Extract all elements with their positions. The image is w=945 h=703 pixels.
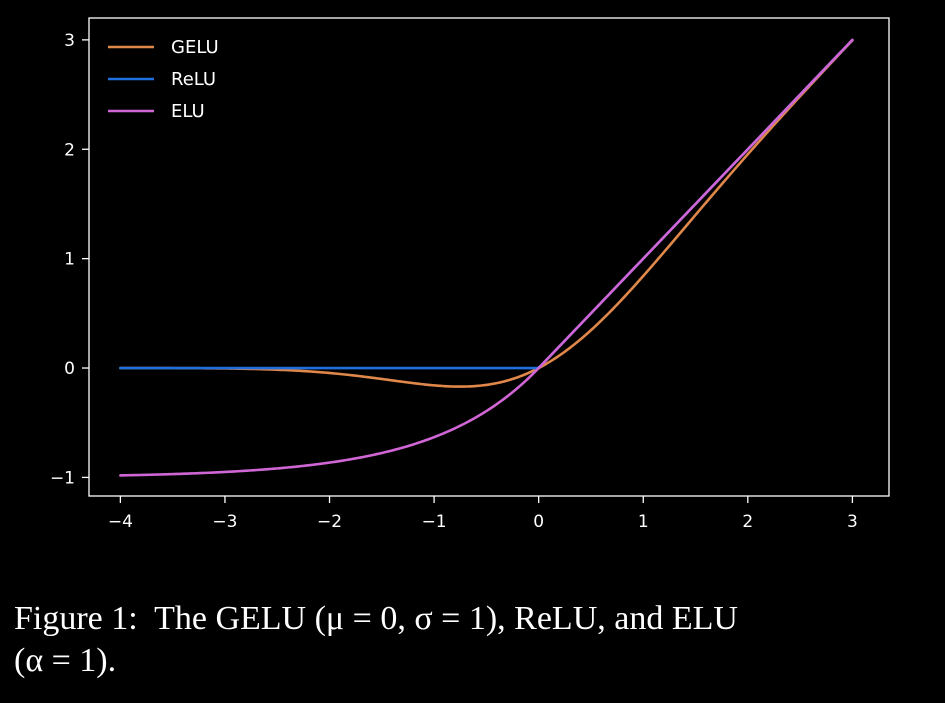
x-tick-label: −2 [317, 512, 342, 532]
relu-line [119, 38, 854, 370]
y-tick-label: 2 [64, 140, 75, 160]
chart: −4 −3 −2 −1 0 1 2 3 −1 0 1 2 3 GELU ReLU ELU [50, 17, 890, 532]
x-tick-label: −4 [108, 512, 133, 532]
series-layer [119, 38, 854, 477]
elu-legend-label: ELU [171, 101, 205, 122]
elu-line [119, 38, 854, 477]
caption-line-2: (α = 1). [14, 642, 117, 679]
y-tick-label: −1 [50, 468, 75, 488]
relu-legend-label: ReLU [171, 69, 216, 90]
ticks-layer: −4 −3 −2 −1 0 1 2 3 −1 0 1 2 3 [50, 31, 858, 532]
x-tick-label: −1 [422, 512, 447, 532]
x-tick-label: 1 [638, 512, 649, 532]
x-tick-label: −3 [212, 512, 237, 532]
caption-line-1: Figure 1: The GELU (μ = 0, σ = 1), ReLU,… [14, 600, 738, 637]
gelu-line [119, 39, 854, 388]
x-tick-label: 2 [742, 512, 753, 532]
y-tick-label: 1 [64, 250, 75, 270]
figure-caption: Figure 1: The GELU (μ = 0, σ = 1), ReLU,… [14, 598, 939, 682]
y-tick-label: 3 [64, 31, 75, 51]
x-tick-label: 3 [847, 512, 858, 532]
plot-frame [88, 17, 890, 497]
legend: GELU ReLU ELU [108, 37, 219, 122]
y-tick-label: 0 [64, 359, 75, 379]
x-tick-label: 0 [533, 512, 544, 532]
gelu-legend-label: GELU [171, 37, 219, 58]
